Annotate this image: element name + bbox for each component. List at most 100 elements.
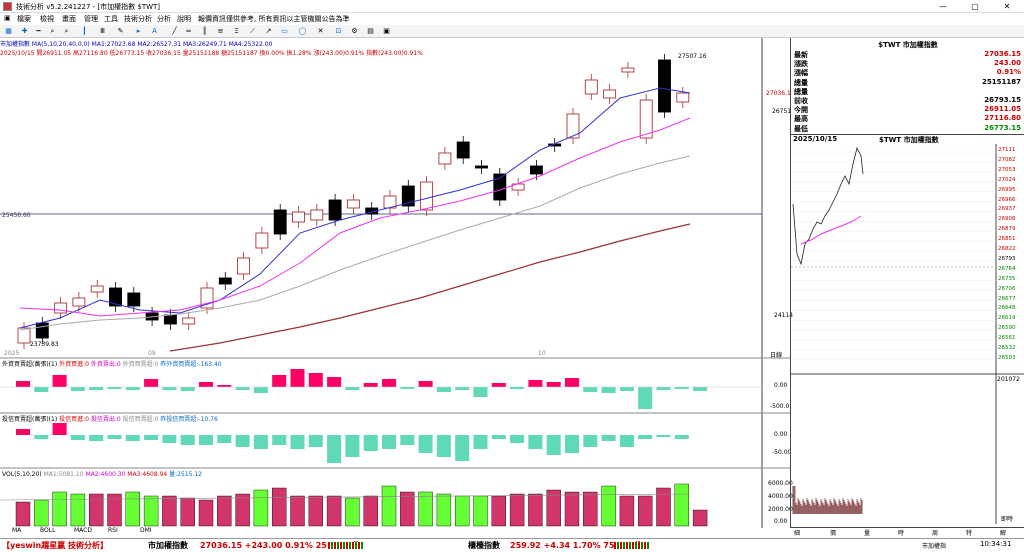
channel-icon[interactable]: ≡ — [217, 27, 224, 35]
menu-ta[interactable]: 技術分析 — [124, 15, 152, 23]
tab-boll[interactable]: BOLL — [40, 527, 56, 534]
quote-row: 前收 26793.15 — [793, 96, 1023, 105]
axis-label-1: 26751 — [772, 108, 792, 115]
tab-price[interactable]: 價 — [830, 530, 837, 537]
pointer-icon[interactable]: ▸ — [136, 27, 141, 35]
menu-manage[interactable]: 管理 — [84, 15, 98, 23]
window-title: 技術分析 v5.2.241227 - [市加權指數 $TWT] — [16, 3, 161, 11]
vline-icon[interactable]: ║ — [202, 27, 207, 35]
quote-value: 26911.05 — [984, 105, 1021, 114]
chart-area[interactable] — [0, 38, 790, 528]
intraday-tick: 26503 — [998, 354, 1016, 361]
ellipse-icon[interactable]: ◯ — [298, 27, 307, 35]
toolbar: ▦ ✚ ━ ⌕ ⌕ ┃ Ⅲ ✎ ▸ A ╱ ═ ║ ≡ Ξ ⟋ ↗ ▭ ◯ ✕ … — [0, 25, 1024, 38]
ray-icon[interactable]: ⟋ — [250, 27, 255, 35]
tab-week[interactable]: 周 — [932, 530, 939, 537]
quote-label: 今開 — [794, 106, 808, 115]
crosshair-icon[interactable]: ✚ — [21, 27, 28, 35]
save-icon[interactable]: ▣ — [383, 27, 390, 35]
intraday-tick: 26706 — [998, 285, 1016, 292]
intraday-tick: 26590 — [998, 325, 1016, 332]
zoom-icon[interactable]: ⌕ — [50, 27, 55, 35]
tab-rsi[interactable]: RSI — [108, 527, 118, 534]
fib-icon[interactable]: Ξ — [234, 27, 239, 35]
hline-label: 25456.60 — [2, 212, 31, 219]
minimize-button[interactable]: — — [939, 2, 947, 11]
tab-dmi[interactable]: DMI — [140, 527, 152, 534]
menu-app-icon[interactable]: ▣ — [4, 14, 11, 22]
intraday-tick: 26908 — [998, 216, 1016, 223]
app-icon — [3, 2, 12, 11]
menu-screen[interactable]: 畫面 — [62, 15, 76, 23]
panel2-tick-0: 0.00 — [774, 431, 788, 438]
text-icon[interactable]: A — [152, 27, 157, 35]
intraday-tick: 26764 — [998, 265, 1016, 272]
intraday-tick: 26966 — [998, 196, 1016, 203]
zoom-out-icon[interactable]: ⌕ — [64, 27, 69, 35]
intraday-tick: 26793 — [998, 255, 1016, 262]
tab-ma[interactable]: MA — [12, 527, 22, 534]
menu-view[interactable]: 檢視 — [40, 15, 54, 23]
bars-icon[interactable]: Ⅲ — [100, 27, 105, 35]
quote-value: 27036.15 — [984, 50, 1021, 58]
tab-volume[interactable]: 量 — [864, 530, 871, 537]
intraday-tick: 26561 — [998, 335, 1016, 342]
quote-label: 總量 — [794, 87, 808, 96]
brand-label: 【yeswin趨星贏 技術分析】 — [2, 541, 109, 550]
intraday-tick: 27111 — [998, 147, 1016, 153]
intraday-chart[interactable] — [791, 144, 1024, 524]
intraday-tick: 26619 — [998, 315, 1016, 322]
otc-name[interactable]: 櫃檯指數 — [468, 541, 500, 550]
config-icon[interactable]: ⚙ — [351, 27, 358, 35]
menu-file[interactable]: 檔案 — [17, 15, 31, 23]
quote-value: 26793.15 — [984, 96, 1021, 104]
lock-icon[interactable]: ⊡ — [335, 27, 342, 35]
tab-macd[interactable]: MACD — [74, 527, 92, 534]
quote-label: 最新 — [794, 51, 808, 59]
title-bar: 技術分析 v5.2.241227 - [市加權指數 $TWT] — ▢ ✕ — [0, 0, 1024, 13]
quote-row: 總量 25151187 — [793, 78, 1023, 87]
draw-icon[interactable]: ✎ — [117, 27, 124, 35]
rect-icon[interactable]: ▭ — [281, 27, 288, 35]
quote-label: 最低 — [794, 124, 808, 133]
taiex-name[interactable]: 市加權指數 — [148, 541, 188, 550]
layout-icon[interactable]: ▦ — [5, 27, 12, 35]
tab-explain[interactable]: 解 — [1000, 530, 1007, 537]
period-label: 日線 — [770, 352, 783, 359]
last-price-label: 27036.1 — [766, 90, 791, 97]
intraday-tick: 26995 — [998, 186, 1016, 193]
quote-value: 25151187 — [982, 77, 1021, 86]
arrow-icon[interactable]: ↗ — [265, 27, 272, 35]
menu-analysis[interactable]: 分析 — [157, 15, 171, 23]
erase-icon[interactable]: ✕ — [317, 27, 324, 35]
menu-tools[interactable]: 工具 — [104, 15, 118, 23]
intraday-corner: 即時 — [1001, 516, 1014, 523]
intraday-tick: 26532 — [998, 345, 1016, 351]
quote-row: 最新 27036.15 — [793, 50, 1023, 59]
tab-special[interactable]: 特 — [966, 530, 973, 537]
panel3-legend: VOL(5,10,20) MA1:5081.10 MA2:4600.30 MA3… — [2, 471, 202, 478]
quote-value: 0.91% — [996, 68, 1021, 77]
quote-value: 243.00 — [993, 59, 1021, 68]
tab-detail[interactable]: 細 — [794, 530, 801, 537]
hline-icon[interactable]: ═ — [186, 27, 191, 35]
quote-panel: $TWT 市加權指數 最新 27036.15 漲跌 243.00 漲幅 0.91% 總量 25… — [790, 38, 1024, 528]
quote-row: 總量 — [793, 87, 1023, 96]
minus-icon[interactable]: ━ — [36, 27, 41, 35]
tab-time[interactable]: 時 — [898, 530, 905, 537]
low-label: 23739.83 — [30, 341, 59, 348]
high-label: 27507.16 — [678, 53, 707, 60]
quote-row: 今開 26911.05 — [793, 105, 1023, 114]
menu-help[interactable]: 說明 — [177, 15, 191, 23]
quote-value: 27116.80 — [984, 114, 1021, 123]
quote-label: 最高 — [794, 115, 808, 124]
candle-icon[interactable]: ┃ — [82, 27, 87, 35]
line-icon[interactable]: ╱ — [172, 27, 177, 35]
x-label-2025: 2025 — [4, 350, 20, 357]
maximize-button[interactable]: ▢ — [971, 2, 979, 11]
print-icon[interactable]: ▤ — [367, 27, 374, 35]
close-button[interactable]: ✕ — [1003, 2, 1011, 11]
status-index: 市加權指 — [922, 543, 947, 550]
panel3-tick-0: 6000.00 — [768, 480, 793, 487]
quote-row: 最高 27116.80 — [793, 114, 1023, 123]
